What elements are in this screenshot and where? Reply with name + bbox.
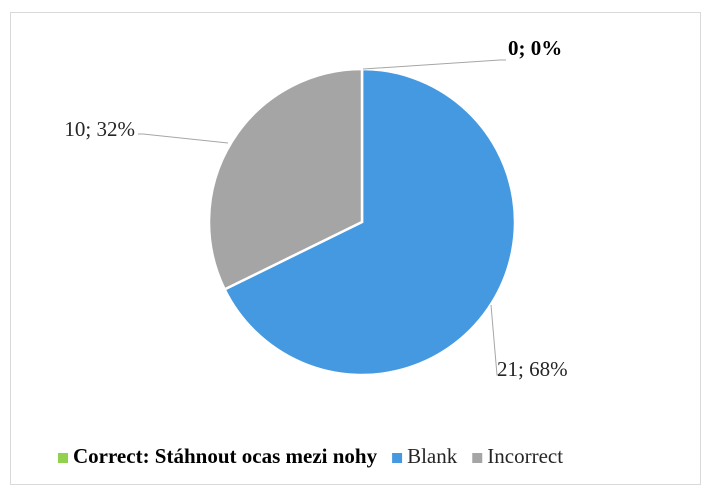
data-label: 10; 32% xyxy=(64,117,135,141)
leader-line xyxy=(138,133,229,144)
data-label: 21; 68% xyxy=(497,357,568,381)
data-label: 0; 0% xyxy=(508,36,562,60)
legend-label: Correct: Stáhnout ocas mezi nohy xyxy=(73,444,378,468)
legend-swatch xyxy=(392,453,403,463)
legend-label: Incorrect xyxy=(487,444,563,468)
pie-slice xyxy=(207,67,364,292)
pie-slice xyxy=(222,67,517,377)
legend-swatch xyxy=(472,453,483,463)
leader-line xyxy=(362,59,506,70)
leader-line xyxy=(490,304,499,376)
legend-swatch xyxy=(58,453,68,463)
legend-label: Blank xyxy=(407,444,458,468)
